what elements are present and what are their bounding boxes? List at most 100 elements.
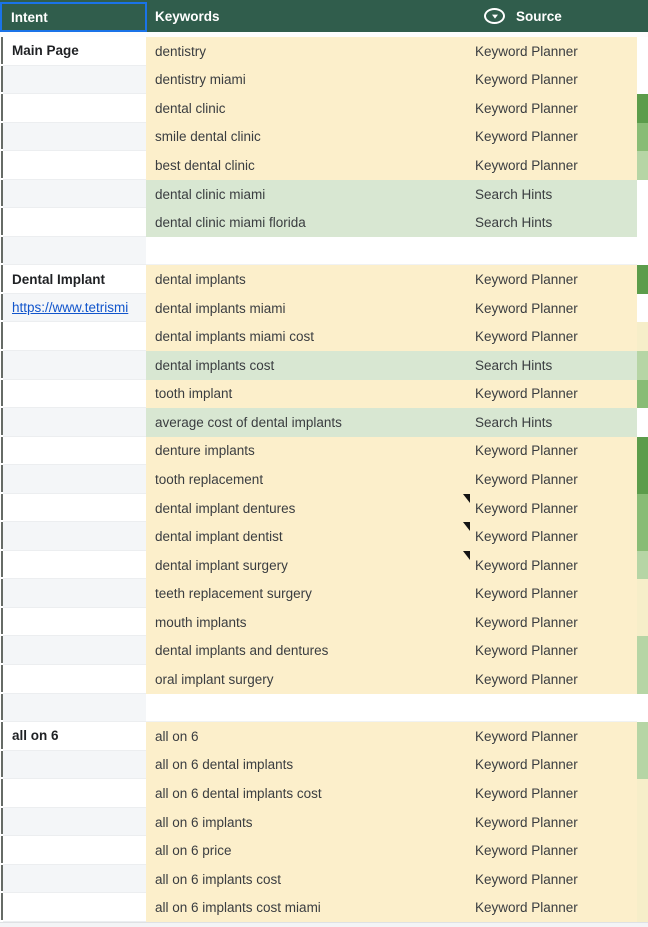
keyword-cell[interactable]: dental implants miami cost: [146, 322, 465, 352]
source-cell[interactable]: Keyword Planner: [463, 522, 637, 551]
adjacent-column-cell[interactable]: [637, 579, 648, 608]
intent-cell[interactable]: [3, 351, 146, 380]
source-cell[interactable]: Keyword Planner: [465, 665, 637, 694]
source-cell[interactable]: Keyword Planner: [465, 465, 637, 494]
keyword-cell[interactable]: [146, 236, 465, 266]
keyword-cell[interactable]: tooth replacement: [146, 465, 465, 494]
keyword-cell[interactable]: average cost of dental implants: [146, 408, 465, 437]
intent-cell[interactable]: [3, 607, 146, 637]
intent-cell[interactable]: [3, 864, 146, 894]
keyword-cell[interactable]: teeth replacement surgery: [146, 579, 465, 608]
keyword-cell[interactable]: denture implants: [146, 436, 465, 466]
adjacent-column-cell[interactable]: [637, 550, 648, 580]
intent-cell[interactable]: [3, 893, 146, 922]
source-cell[interactable]: Keyword Planner: [465, 265, 637, 294]
intent-cell[interactable]: [3, 122, 146, 152]
keyword-cell[interactable]: dental implants: [146, 265, 465, 294]
adjacent-column-cell[interactable]: [637, 94, 648, 123]
adjacent-column-cell[interactable]: [637, 37, 648, 66]
intent-cell[interactable]: [3, 379, 146, 409]
adjacent-column-cell[interactable]: [637, 179, 648, 209]
keyword-cell[interactable]: oral implant surgery: [146, 665, 465, 694]
keyword-cell[interactable]: dental implants cost: [146, 351, 465, 380]
intent-cell[interactable]: https://www.tetrismi: [3, 293, 146, 323]
source-cell[interactable]: Keyword Planner: [463, 493, 637, 523]
source-cell[interactable]: [465, 236, 637, 266]
source-cell[interactable]: Keyword Planner: [465, 607, 637, 637]
adjacent-column-cell[interactable]: [637, 807, 648, 837]
source-cell[interactable]: [465, 693, 637, 723]
keyword-cell[interactable]: all on 6 dental implants: [146, 750, 465, 780]
keyword-cell[interactable]: smile dental clinic: [146, 122, 465, 152]
intent-cell[interactable]: Dental Implant: [3, 265, 146, 294]
source-cell[interactable]: Keyword Planner: [465, 579, 637, 608]
adjacent-column-cell[interactable]: [637, 750, 648, 780]
intent-cell[interactable]: [3, 322, 146, 352]
source-cell[interactable]: Search Hints: [465, 208, 637, 237]
source-cell[interactable]: Search Hints: [465, 351, 637, 380]
intent-cell[interactable]: [3, 836, 146, 865]
adjacent-column-cell[interactable]: [637, 122, 648, 152]
source-cell[interactable]: Keyword Planner: [465, 779, 637, 808]
keyword-cell[interactable]: tooth implant: [146, 379, 465, 409]
intent-cell[interactable]: [3, 550, 146, 580]
keyword-cell[interactable]: all on 6 implants cost miami: [146, 893, 465, 922]
adjacent-column-cell[interactable]: [637, 465, 648, 494]
source-cell[interactable]: Keyword Planner: [465, 65, 637, 95]
keyword-cell[interactable]: dental implant surgery: [146, 550, 465, 580]
intent-cell[interactable]: [3, 208, 146, 237]
source-cell[interactable]: Keyword Planner: [465, 122, 637, 152]
keyword-cell[interactable]: dentistry miami: [146, 65, 465, 95]
source-cell[interactable]: Keyword Planner: [465, 293, 637, 323]
intent-cell[interactable]: [3, 779, 146, 808]
adjacent-column-cell[interactable]: [637, 779, 648, 808]
intent-cell[interactable]: [3, 665, 146, 694]
source-cell[interactable]: Keyword Planner: [465, 750, 637, 780]
intent-cell[interactable]: [3, 179, 146, 209]
keyword-cell[interactable]: dental implant dentist: [146, 522, 465, 551]
keyword-cell[interactable]: dental clinic miami: [146, 179, 465, 209]
adjacent-column-cell[interactable]: [637, 636, 648, 666]
adjacent-column-cell[interactable]: [637, 351, 648, 380]
adjacent-column-cell[interactable]: [637, 493, 648, 523]
keyword-cell[interactable]: all on 6 dental implants cost: [146, 779, 465, 808]
keyword-cell[interactable]: dental implant dentures: [146, 493, 465, 523]
source-cell[interactable]: Keyword Planner: [465, 636, 637, 666]
adjacent-column-cell[interactable]: [637, 893, 648, 922]
adjacent-column-cell[interactable]: [637, 665, 648, 694]
adjacent-column-cell[interactable]: [637, 722, 648, 751]
intent-cell[interactable]: [3, 236, 146, 266]
keyword-cell[interactable]: all on 6: [146, 722, 465, 751]
adjacent-column-cell[interactable]: [637, 293, 648, 323]
column-header-source[interactable]: Source: [465, 0, 562, 32]
adjacent-column-cell[interactable]: [637, 208, 648, 237]
keyword-cell[interactable]: all on 6 price: [146, 836, 465, 865]
intent-cell[interactable]: [3, 151, 146, 180]
source-cell[interactable]: Keyword Planner: [465, 893, 637, 922]
adjacent-column-cell[interactable]: [637, 522, 648, 551]
source-cell[interactable]: Keyword Planner: [465, 436, 637, 466]
column-header-keywords[interactable]: Keywords: [146, 0, 220, 32]
intent-cell[interactable]: [3, 436, 146, 466]
intent-cell[interactable]: [3, 408, 146, 437]
keyword-cell[interactable]: mouth implants: [146, 607, 465, 637]
intent-cell[interactable]: Main Page: [3, 37, 146, 66]
source-cell[interactable]: Keyword Planner: [465, 151, 637, 180]
source-cell[interactable]: Keyword Planner: [465, 722, 637, 751]
source-cell[interactable]: Keyword Planner: [465, 836, 637, 865]
source-cell[interactable]: Search Hints: [465, 179, 637, 209]
keyword-cell[interactable]: dentistry: [146, 37, 465, 66]
intent-cell[interactable]: [3, 94, 146, 123]
intent-cell[interactable]: [3, 636, 146, 666]
adjacent-column-cell[interactable]: [637, 151, 648, 180]
keyword-cell[interactable]: best dental clinic: [146, 151, 465, 180]
keyword-cell[interactable]: dental clinic: [146, 94, 465, 123]
column-header-intent[interactable]: Intent: [0, 2, 147, 32]
keyword-cell[interactable]: all on 6 implants: [146, 807, 465, 837]
adjacent-column-cell[interactable]: [637, 65, 648, 95]
source-cell[interactable]: Search Hints: [465, 408, 637, 437]
keyword-cell[interactable]: all on 6 implants cost: [146, 864, 465, 894]
source-cell[interactable]: Keyword Planner: [465, 37, 637, 66]
keyword-cell[interactable]: dental implants miami: [146, 293, 465, 323]
intent-cell[interactable]: [3, 493, 146, 523]
